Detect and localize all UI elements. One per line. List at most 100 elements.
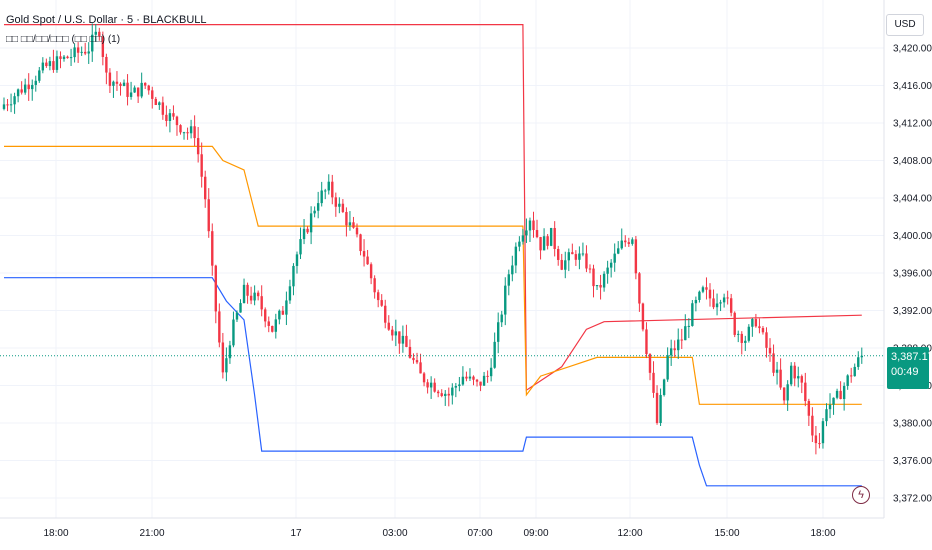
candle-body [775, 369, 779, 373]
candle-body [744, 340, 747, 343]
candle-body [659, 394, 662, 423]
candle-body [627, 242, 631, 244]
candle-body [468, 376, 472, 379]
candle-body [313, 210, 316, 214]
candle-body [165, 114, 168, 121]
candle-body [804, 382, 807, 402]
candle-body [641, 303, 645, 330]
candle-body [391, 329, 394, 336]
candle-body [394, 331, 398, 336]
candle-body [754, 319, 758, 327]
candle-body [800, 376, 803, 383]
candle-body [624, 240, 627, 243]
candle-body [648, 354, 652, 373]
x-axis-ticks: 18:00 21:00 17 03:00 07:00 09:00 12:00 15:00 18:… [43, 528, 835, 539]
chart-grid [0, 0, 884, 518]
candle-body [789, 365, 793, 385]
candle-body [52, 61, 55, 70]
candle-body [299, 239, 302, 255]
candle-body [144, 82, 147, 86]
candle-body [857, 357, 860, 367]
candle-body [31, 84, 34, 90]
candle-body [733, 312, 736, 335]
candle-body [355, 227, 359, 235]
candle-body [112, 81, 115, 86]
candle-body [482, 375, 486, 386]
candle-body [429, 382, 433, 388]
candle-body [13, 96, 16, 105]
candle-body [398, 331, 401, 344]
candle-body [189, 126, 193, 134]
candle-body [172, 113, 175, 117]
x-tick-label: 15:00 [714, 528, 739, 539]
candle-body [338, 203, 341, 207]
candle-body [2, 104, 6, 109]
indicator-lines [4, 24, 862, 487]
candle-body [669, 348, 673, 356]
candle-body [168, 113, 172, 121]
candle-body [525, 230, 528, 236]
candle-body [444, 393, 447, 396]
candlesticks [2, 23, 863, 455]
candle-body [811, 415, 814, 436]
lightning-icon[interactable]: ϟ [852, 486, 870, 504]
price-axis-bg [884, 0, 932, 518]
candle-body [528, 220, 532, 231]
candle-body [45, 62, 48, 67]
candle-body [514, 246, 518, 266]
candle-body [373, 278, 376, 293]
candle-body [9, 104, 13, 106]
indicator-label[interactable]: □□ □□/□□/□□□ (□□ □□) (1) [6, 34, 121, 45]
candle-body [55, 56, 59, 70]
candle-body [23, 84, 27, 93]
candle-body [588, 268, 592, 270]
candle-body [680, 339, 683, 341]
x-tick-label: 17 [290, 528, 302, 539]
candle-body [440, 393, 443, 396]
candle-body [511, 265, 514, 275]
candle-body [16, 89, 20, 97]
candle-body [542, 236, 546, 251]
candle-body [620, 240, 623, 249]
candle-body [105, 56, 108, 73]
candle-body [592, 268, 595, 287]
candle-body [557, 248, 560, 260]
candle-body [634, 239, 638, 274]
candle-body [246, 284, 249, 296]
symbol-title[interactable]: Gold Spot / U.S. Dollar · 5 · BLACKBULL [6, 14, 207, 26]
candle-body [602, 273, 606, 288]
candle-body [666, 355, 669, 380]
candle-body [447, 393, 450, 396]
candle-body [539, 237, 542, 251]
candle-body [66, 56, 69, 59]
candle-body [288, 286, 292, 301]
candle-body [200, 154, 203, 177]
candle-body [345, 211, 348, 226]
candle-body [260, 296, 263, 310]
candle-body [567, 252, 570, 261]
candle-body [687, 325, 691, 327]
candle-body [839, 390, 842, 400]
candle-body [507, 274, 510, 286]
candle-body [235, 312, 239, 320]
candle-body [401, 335, 405, 344]
x-tick-label: 03:00 [382, 528, 407, 539]
candle-body [129, 92, 133, 97]
candle-body [274, 319, 278, 332]
currency-button[interactable]: USD [886, 14, 924, 36]
candle-body [772, 353, 775, 373]
candle-body [122, 82, 126, 86]
candle-body [154, 98, 157, 106]
y-tick-label: 3,376.00 [893, 456, 932, 467]
candle-body [564, 260, 567, 270]
candle-body [606, 267, 609, 274]
candle-body [271, 325, 274, 332]
candle-body [151, 90, 154, 99]
candle-body [253, 292, 256, 301]
candle-body [747, 326, 751, 341]
candle-body [387, 322, 390, 330]
y-tick-label: 3,408.00 [893, 156, 932, 167]
y-tick-label: 3,416.00 [893, 81, 932, 92]
candle-body [807, 401, 811, 416]
